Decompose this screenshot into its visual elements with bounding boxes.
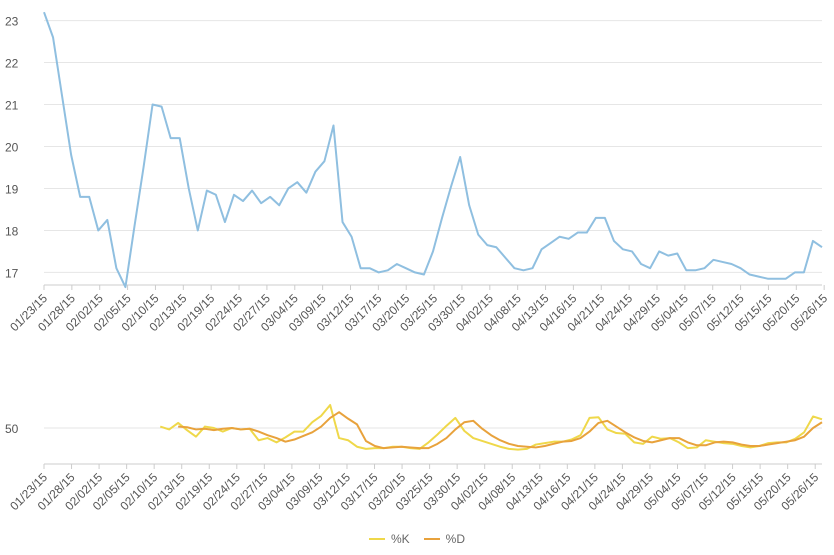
y-tick-label: 21 — [5, 99, 19, 113]
y-tick-label: 17 — [5, 266, 19, 280]
stochastic-chart: 5001/23/1501/28/1502/02/1502/05/1502/10/… — [5, 403, 823, 513]
legend: %K %D — [0, 532, 834, 546]
y-tick-label: 18 — [5, 224, 19, 238]
legend-swatch-k — [368, 538, 385, 540]
legend-swatch-d — [423, 538, 440, 540]
y-tick-label: 20 — [5, 141, 19, 155]
price-chart: 1718192021222301/23/1501/28/1502/02/1502… — [5, 11, 831, 334]
y-tick-label: 23 — [5, 15, 19, 29]
y-tick-label: 50 — [5, 422, 19, 436]
legend-label-d: %D — [445, 532, 466, 546]
y-tick-label: 19 — [5, 182, 19, 196]
y-tick-label: 22 — [5, 57, 19, 71]
series-line-pct-k — [159, 403, 823, 451]
legend-item-k[interactable]: %K — [368, 532, 410, 546]
legend-label-k: %K — [390, 532, 410, 546]
series-line-pct-d — [178, 411, 823, 450]
legend-item-d[interactable]: %D — [423, 532, 466, 546]
series-line-price — [43, 11, 823, 289]
